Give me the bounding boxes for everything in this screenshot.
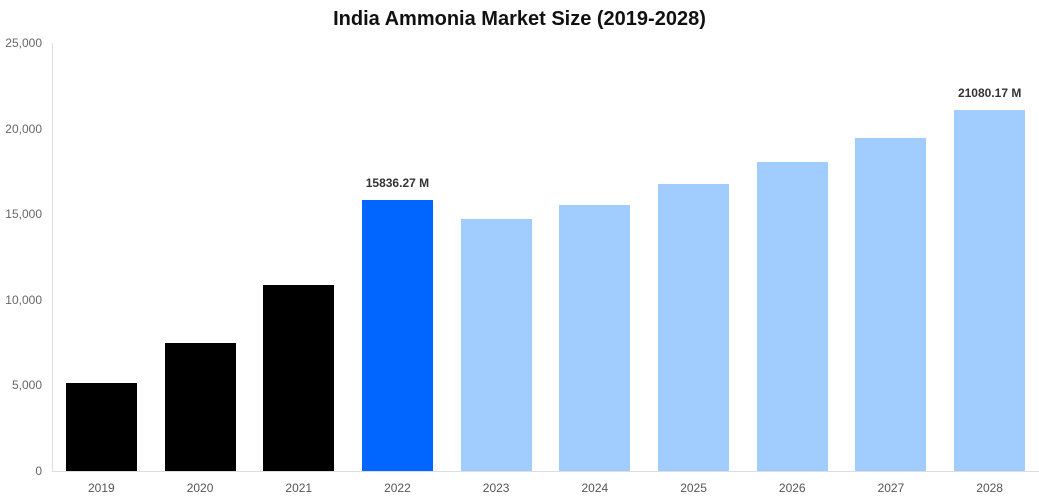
x-tick-label: 2024 — [581, 481, 609, 495]
y-tick-label: 10,000 — [5, 292, 42, 307]
bar-2028 — [954, 110, 1026, 471]
bar-2021 — [263, 284, 335, 471]
chart-title: India Ammonia Market Size (2019-2028) — [333, 8, 706, 30]
y-tick-label: 25,000 — [5, 36, 42, 50]
x-tick-label: 2022 — [384, 481, 411, 495]
bar-2022 — [361, 199, 433, 471]
bar-2027 — [855, 138, 927, 471]
y-tick-label: 0 — [35, 464, 42, 478]
x-tick-label: 2020 — [186, 481, 214, 495]
bar-2026 — [756, 161, 828, 471]
bar-2023 — [460, 219, 532, 471]
x-tick-label: 2025 — [680, 481, 707, 495]
bar-2019 — [65, 383, 137, 471]
x-axis-line — [52, 471, 1039, 472]
bar-2020 — [164, 342, 236, 471]
data-label-2022: 15836.27 M — [365, 175, 430, 190]
plot-area — [52, 43, 1039, 471]
y-tick-label: 5,000 — [11, 378, 42, 393]
x-tick-label: 2023 — [482, 481, 510, 495]
bar-2024 — [559, 204, 631, 471]
x-tick-label: 2021 — [285, 481, 313, 495]
x-tick-label: 2026 — [778, 481, 806, 495]
y-axis-line — [52, 43, 53, 471]
x-tick-label: 2028 — [976, 481, 1003, 495]
data-label-2028: 21080.17 M — [957, 86, 1022, 101]
y-tick-label: 15,000 — [5, 207, 42, 222]
x-tick-label: 2027 — [877, 481, 905, 495]
bar-2025 — [658, 183, 730, 471]
y-tick-label: 20,000 — [5, 121, 42, 136]
x-tick-label: 2019 — [87, 481, 115, 495]
